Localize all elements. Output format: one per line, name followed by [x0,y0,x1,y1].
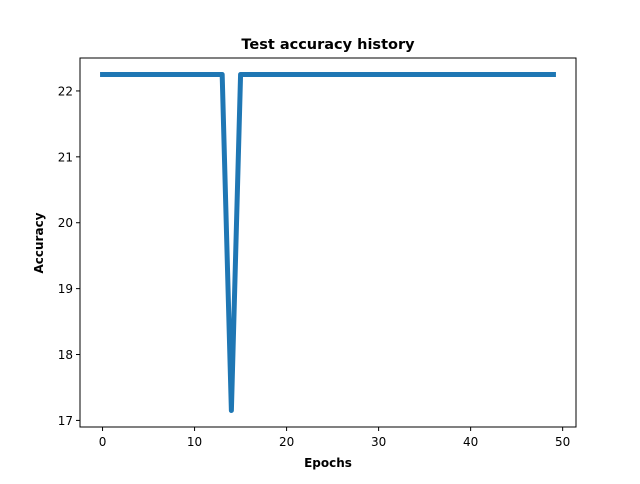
y-tick-label: 21 [58,150,73,164]
x-tick-label: 40 [463,435,478,449]
y-tick-label: 18 [58,348,73,362]
y-tick-label: 19 [58,282,73,296]
x-axis-label: Epochs [304,456,352,470]
x-tick-label: 30 [371,435,386,449]
y-axis-ticks: 17 18 19 20 21 22 [58,84,80,428]
chart-title: Test accuracy history [241,37,415,53]
plot-frame [79,57,577,428]
y-tick-label: 17 [58,414,73,428]
y-axis-label: Accuracy [32,212,46,273]
x-axis-ticks: 0 10 20 30 40 50 [99,427,570,449]
accuracy-series-line [100,71,556,414]
plot-area [100,71,556,414]
x-tick-label: 50 [555,435,570,449]
x-tick-label: 10 [187,435,202,449]
y-tick-label: 22 [58,84,73,98]
y-tick-label: 20 [58,216,73,230]
x-tick-label: 20 [279,435,294,449]
x-tick-label: 0 [99,435,107,449]
